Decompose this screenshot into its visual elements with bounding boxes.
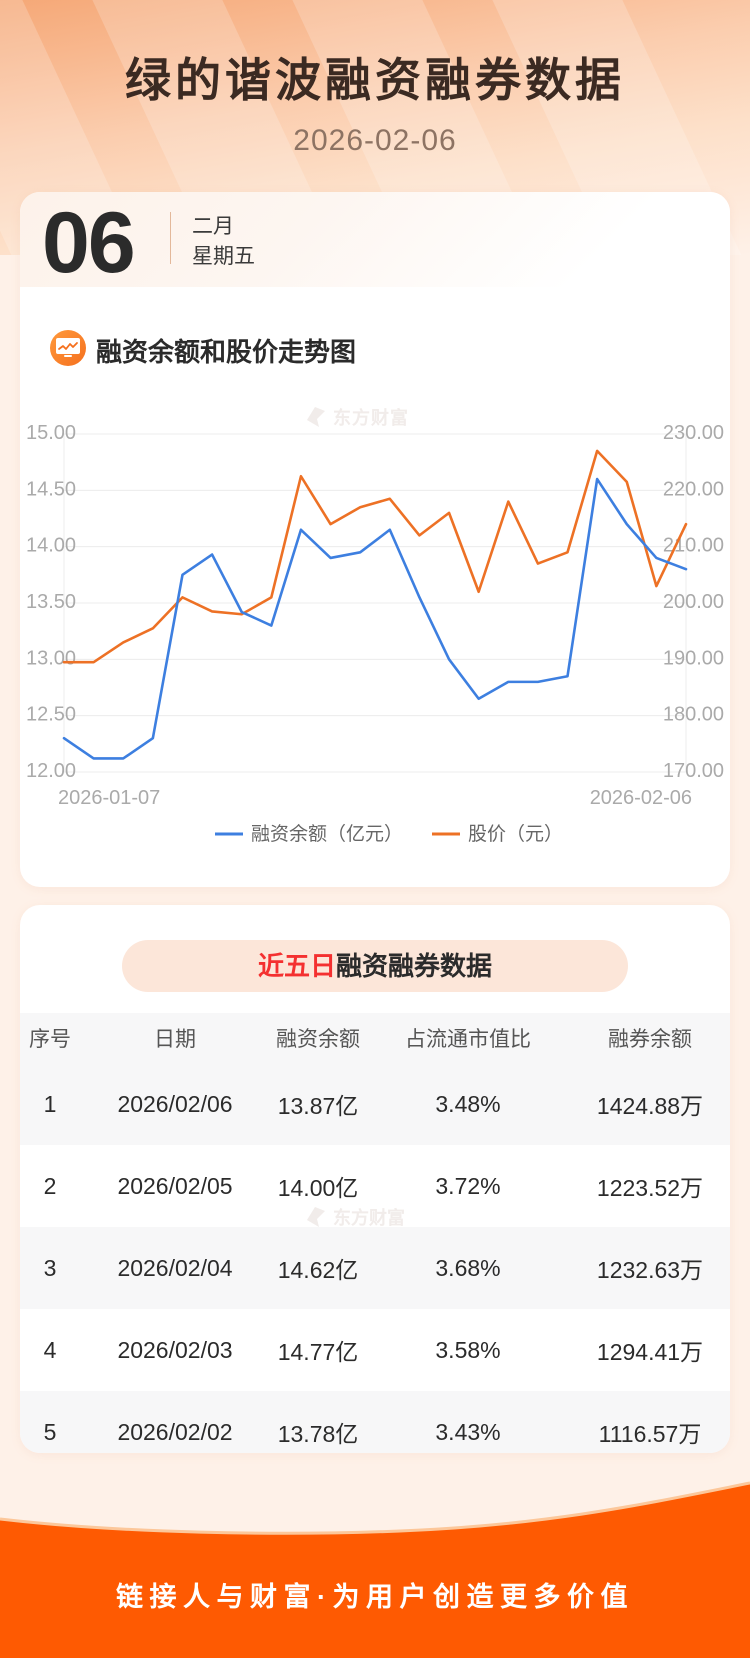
svg-text:12.00: 12.00 [26, 760, 76, 782]
svg-text:2026-01-07: 2026-01-07 [58, 787, 160, 809]
svg-text:融资余额（亿元）: 融资余额（亿元） [251, 823, 403, 845]
svg-text:12.50: 12.50 [26, 704, 76, 726]
svg-text:13.00: 13.00 [26, 647, 76, 669]
svg-text:14.50: 14.50 [26, 478, 76, 500]
svg-text:14.00: 14.00 [26, 535, 76, 557]
svg-text:股价（元）: 股价（元） [468, 823, 563, 845]
svg-text:230.00: 230.00 [663, 422, 724, 444]
svg-text:200.00: 200.00 [663, 591, 724, 613]
svg-text:220.00: 220.00 [663, 478, 724, 500]
svg-text:15.00: 15.00 [26, 422, 76, 444]
svg-text:190.00: 190.00 [663, 647, 724, 669]
svg-text:13.50: 13.50 [26, 591, 76, 613]
svg-text:东方财富: 东方财富 [333, 407, 409, 428]
svg-text:东方财富: 东方财富 [333, 1207, 405, 1228]
svg-text:2026-02-06: 2026-02-06 [590, 787, 692, 809]
svg-text:170.00: 170.00 [663, 760, 724, 782]
svg-text:180.00: 180.00 [663, 704, 724, 726]
